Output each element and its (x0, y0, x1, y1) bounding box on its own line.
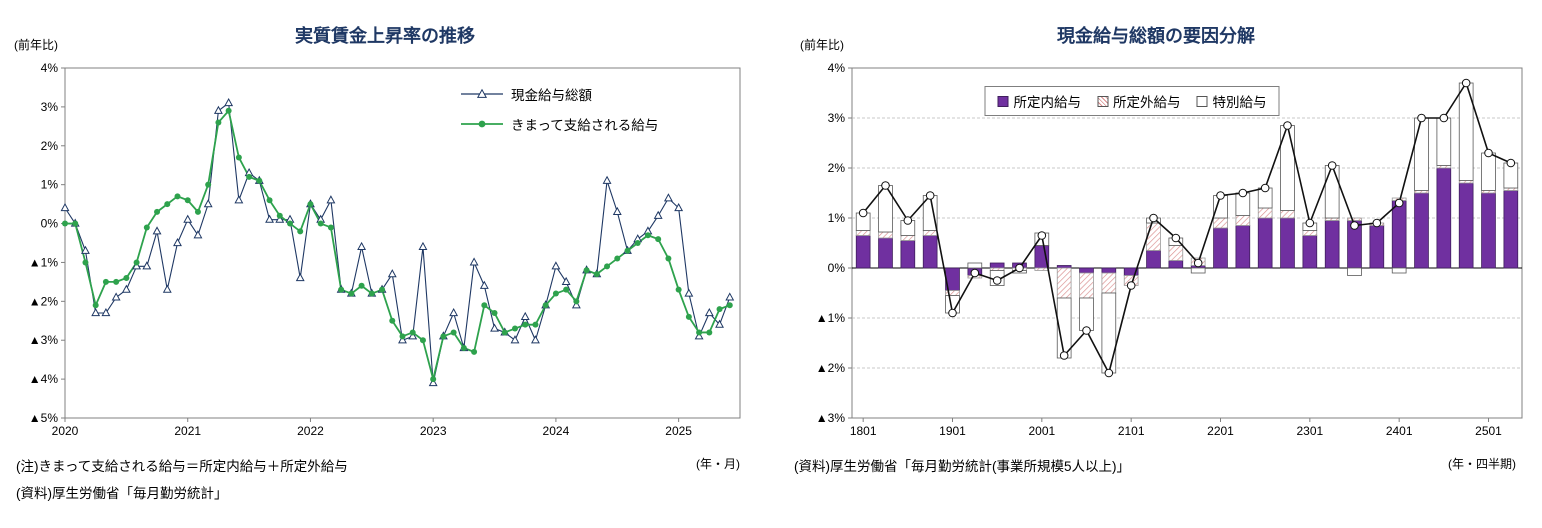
legend-label-scheduled-pay: 所定内給与 (1013, 95, 1082, 110)
right-title-row: (前年比) 現金給与総額の要因分解 (770, 0, 1542, 58)
svg-text:2001: 2001 (1028, 424, 1055, 438)
legend-label-overtime-pay: 所定外給与 (1113, 95, 1181, 110)
legend-label-cash-earnings-total: 現金給与総額 (511, 88, 592, 103)
legend-item-scheduled-pay: 所定内給与 (997, 91, 1082, 111)
svg-text:2%: 2% (828, 161, 846, 175)
svg-text:2301: 2301 (1296, 424, 1323, 438)
svg-text:2020: 2020 (52, 424, 79, 438)
svg-text:▲4%: ▲4% (29, 372, 59, 386)
svg-text:4%: 4% (828, 61, 846, 75)
svg-text:▲3%: ▲3% (816, 411, 846, 425)
svg-text:▲2%: ▲2% (29, 294, 59, 308)
svg-text:2401: 2401 (1386, 424, 1413, 438)
left-note-source: (資料)厚生労働省「毎月勤労統計」 (16, 486, 228, 501)
left-y-axis-unit-label: (前年比) (14, 38, 58, 52)
svg-text:1901: 1901 (939, 424, 966, 438)
svg-text:2023: 2023 (420, 424, 447, 438)
legend-item-overtime-pay: 所定外給与 (1097, 91, 1181, 111)
svg-text:2%: 2% (41, 139, 59, 153)
svg-text:4%: 4% (41, 61, 59, 75)
svg-text:2024: 2024 (543, 424, 570, 438)
left-notes-row: (注)きまって支給される給与＝所定内給与＋所定外給与 (資料)厚生労働省「毎月勤… (0, 453, 770, 507)
svg-text:2025: 2025 (665, 424, 692, 438)
white-swatch-icon (1196, 95, 1208, 107)
svg-text:2022: 2022 (297, 424, 324, 438)
line-triangle-marker-icon (461, 88, 503, 98)
right-notes: (資料)厚生労働省「毎月勤労統計(事業所規模5人以上)」 (794, 453, 1130, 480)
left-x-axis-unit-label: (年・月) (696, 457, 740, 471)
svg-text:▲2%: ▲2% (816, 361, 846, 375)
svg-text:▲1%: ▲1% (29, 255, 59, 269)
svg-text:▲5%: ▲5% (29, 411, 59, 425)
hatched-swatch-icon (1097, 95, 1108, 107)
right-y-axis-unit-label: (前年比) (800, 38, 844, 52)
svg-text:1801: 1801 (850, 424, 877, 438)
decomposition-bar-chart-canvas: 4% 3% 2% 1% 0% ▲1% ▲2% ▲3% 1801 1901 2001 2101 2201 2… (816, 61, 1523, 438)
left-chart-legend: 現金給与総額 きまって支給される給与 (460, 84, 659, 134)
right-chart-title: 現金給与総額の要因分解 (1057, 26, 1255, 46)
left-chart-area: 4% 3% 2% 1% 0% ▲1% ▲2% ▲3% ▲4% ▲5% 2020 2021 2022 202… (10, 58, 755, 443)
decomposition-chart-panel: (前年比) 現金給与総額の要因分解 4% 3% 2% 1% 0% ▲1% ▲2% ▲3% 180… (770, 0, 1542, 528)
right-note-source: (資料)厚生労働省「毎月勤労統計(事業所規模5人以上)」 (794, 459, 1130, 474)
legend-item-cash-earnings-total: 現金給与総額 (460, 84, 659, 104)
right-chart-area: 4% 3% 2% 1% 0% ▲1% ▲2% ▲3% 1801 1901 2001 2101 2201 2… (802, 58, 1532, 443)
svg-text:2501: 2501 (1475, 424, 1502, 438)
right-chart-legend: 所定内給与 所定外給与 特別給与 (984, 86, 1280, 116)
svg-text:2201: 2201 (1207, 424, 1234, 438)
svg-text:▲3%: ▲3% (29, 333, 59, 347)
right-x-axis-unit-label: (年・四半期) (1448, 457, 1516, 471)
svg-text:▲1%: ▲1% (816, 311, 846, 325)
svg-text:0%: 0% (41, 217, 59, 231)
left-title-row: (前年比) 実質賃金上昇率の推移 (0, 0, 770, 58)
legend-label-special-pay: 特別給与 (1212, 95, 1267, 110)
real-wage-chart-panel: (前年比) 実質賃金上昇率の推移 4% 3% 2% 1% 0% ▲1% ▲2% ▲3% ▲4% ▲… (0, 0, 770, 528)
svg-text:0%: 0% (828, 261, 846, 275)
svg-text:1%: 1% (828, 211, 846, 225)
right-notes-row: (資料)厚生労働省「毎月勤労統計(事業所規模5人以上)」 (年・四半期) (770, 453, 1542, 480)
left-chart-title: 実質賃金上昇率の推移 (295, 26, 475, 46)
line-circle-marker-icon (461, 120, 503, 128)
purple-swatch-icon (997, 95, 1009, 107)
svg-text:3%: 3% (828, 111, 846, 125)
legend-label-regular-wages: きまって支給される給与 (511, 118, 659, 133)
svg-text:2101: 2101 (1118, 424, 1145, 438)
left-note-definition: (注)きまって支給される給与＝所定内給与＋所定外給与 (16, 459, 348, 474)
svg-text:2021: 2021 (174, 424, 201, 438)
legend-item-special-pay: 特別給与 (1196, 91, 1267, 111)
left-notes: (注)きまって支給される給与＝所定内給与＋所定外給与 (資料)厚生労働省「毎月勤… (16, 453, 348, 507)
legend-item-regular-wages: きまって支給される給与 (460, 114, 659, 134)
svg-text:1%: 1% (41, 178, 59, 192)
svg-text:3%: 3% (41, 100, 59, 114)
